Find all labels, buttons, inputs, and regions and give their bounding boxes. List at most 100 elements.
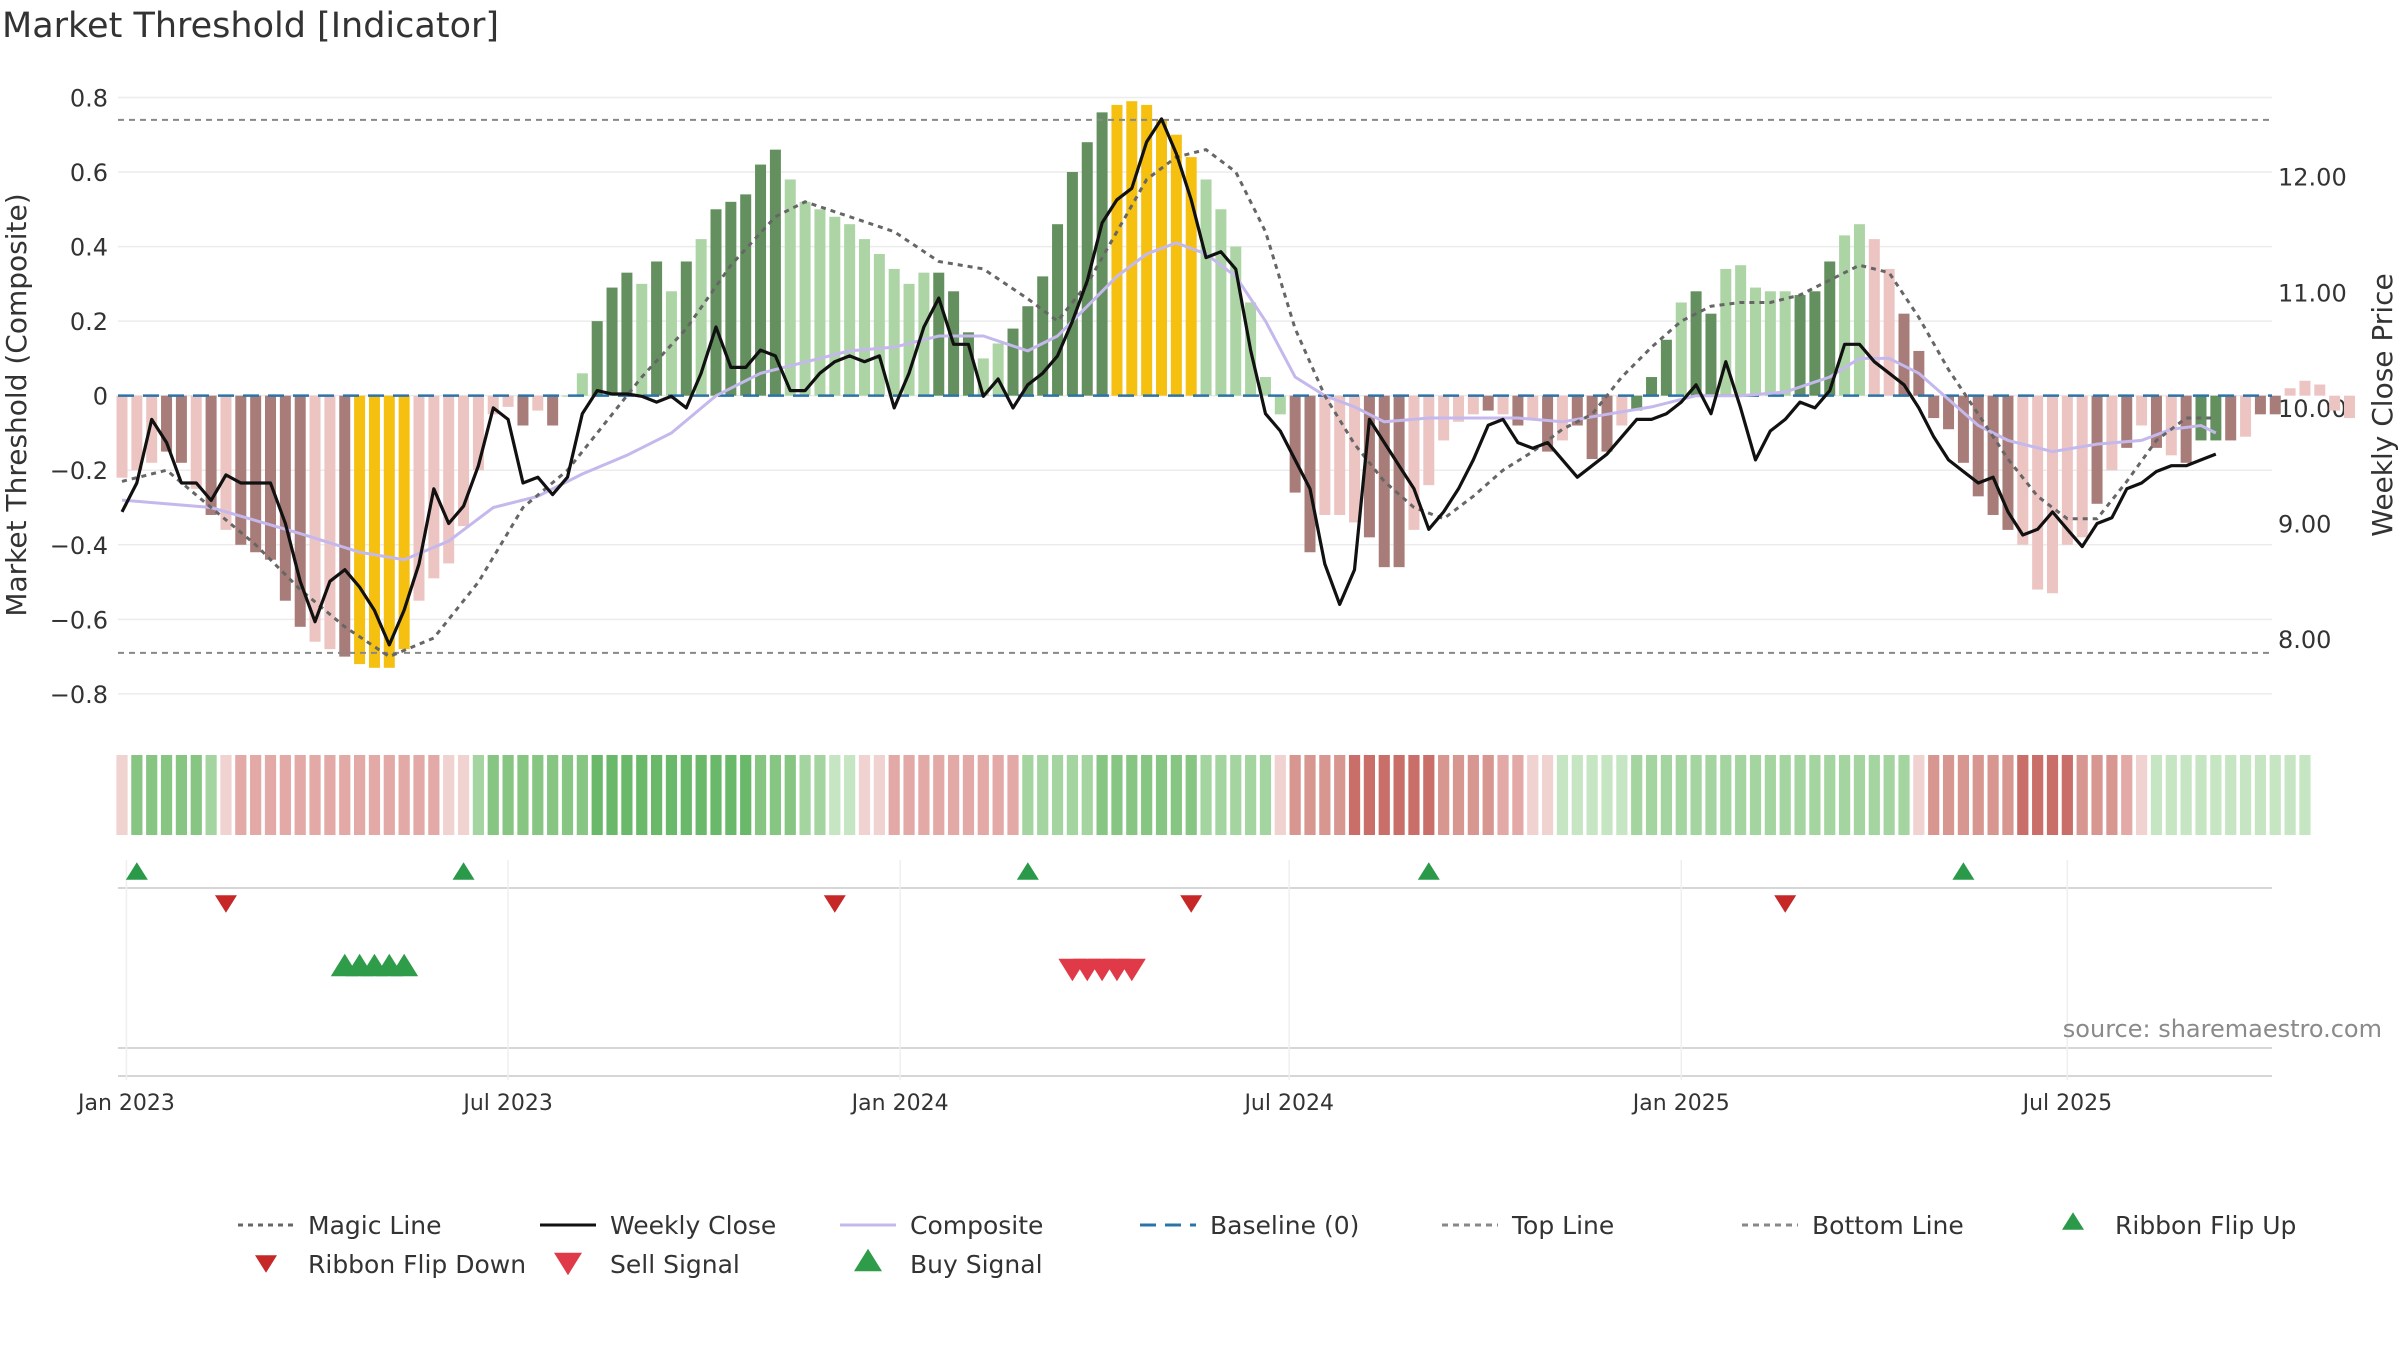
threshold-bar	[606, 287, 618, 396]
legend-swatch	[2062, 1212, 2084, 1230]
threshold-bar	[1289, 395, 1301, 493]
ribbon-cell	[1363, 755, 1375, 835]
threshold-bar	[888, 268, 900, 396]
threshold-bar	[1259, 377, 1271, 396]
ribbon-cell	[1690, 755, 1702, 835]
ribbon-cell	[1705, 755, 1717, 835]
source-note: source: sharemaestro.com	[2062, 1015, 2382, 1043]
threshold-bar	[665, 291, 677, 396]
threshold-bar	[769, 149, 781, 396]
ribbon-cell	[1289, 755, 1301, 835]
threshold-bar	[339, 395, 351, 657]
ribbon-cell	[487, 755, 499, 835]
threshold-bar	[324, 395, 336, 650]
ribbon-cell	[1245, 755, 1257, 835]
ribbon-cell	[695, 755, 707, 835]
threshold-bar	[1571, 395, 1583, 426]
threshold-bar	[1185, 157, 1197, 396]
threshold-bar	[2299, 380, 2311, 396]
threshold-bar	[1928, 395, 1940, 419]
ribbon-cell	[1601, 755, 1613, 835]
threshold-bar	[1720, 268, 1732, 396]
threshold-bar	[1601, 395, 1613, 452]
ribbon-cell	[1512, 755, 1524, 835]
ribbon-cell	[1334, 755, 1346, 835]
ribbon-cell	[1675, 755, 1687, 835]
threshold-bar	[220, 395, 232, 530]
ribbon-cell	[858, 755, 871, 835]
ribbon-cell	[1393, 755, 1405, 835]
threshold-bar	[1824, 261, 1836, 396]
ribbon-cell	[368, 755, 381, 835]
threshold-bar	[2284, 388, 2296, 396]
y-tick-label: 0.6	[70, 159, 108, 187]
threshold-bar	[1304, 395, 1316, 553]
legend-label: Bottom Line	[1812, 1211, 1964, 1240]
threshold-bar	[472, 395, 484, 471]
ribbon-cell	[888, 755, 900, 835]
y-tick-label: 0.8	[70, 84, 108, 112]
ribbon-cell	[725, 755, 737, 835]
threshold-bar	[190, 395, 202, 489]
legend-label: Buy Signal	[910, 1250, 1043, 1279]
threshold-bar	[591, 321, 603, 396]
ribbon-cell	[472, 755, 484, 835]
threshold-bar	[2240, 395, 2252, 437]
threshold-bar	[279, 395, 291, 601]
threshold-bar	[829, 216, 841, 396]
threshold-bar	[1052, 224, 1064, 396]
ribbon-cell	[2299, 755, 2311, 835]
ribbon-cell	[2150, 755, 2163, 835]
legend-label: Magic Line	[308, 1211, 442, 1240]
ribbon-cell	[1096, 755, 1108, 835]
ribbon-cell	[1824, 755, 1836, 835]
threshold-bar	[977, 358, 989, 396]
threshold-bar	[755, 164, 767, 396]
ribbon-cell	[2210, 755, 2222, 835]
threshold-bar	[175, 395, 187, 463]
x-tick-label: Jul 2024	[1242, 1091, 1334, 1116]
ribbon-cell	[1972, 755, 1984, 835]
y-tick-label: −0.6	[50, 606, 108, 634]
threshold-bar	[2091, 395, 2103, 504]
ribbon-cell	[2076, 755, 2088, 835]
ribbon-cell	[1853, 755, 1866, 835]
threshold-bar	[1319, 395, 1331, 515]
ribbon-cell	[1735, 755, 1747, 835]
ribbon-cell	[1051, 755, 1064, 835]
threshold-bar	[2106, 395, 2118, 471]
ribbon-cell	[844, 755, 856, 835]
legend-label: Ribbon Flip Down	[308, 1250, 526, 1279]
threshold-bar	[873, 254, 885, 396]
ribbon-cell	[146, 755, 158, 835]
ribbon-cell	[354, 755, 366, 835]
threshold-bar	[250, 395, 262, 553]
ribbon-cell	[1616, 755, 1628, 835]
threshold-bar	[398, 395, 410, 650]
threshold-bar	[2121, 395, 2133, 448]
legend-label: Composite	[910, 1211, 1043, 1240]
ribbon-cell	[576, 755, 588, 835]
threshold-bar	[784, 179, 796, 396]
threshold-bar	[799, 201, 811, 396]
threshold-bar	[2225, 395, 2237, 441]
threshold-bar	[1467, 395, 1479, 415]
ribbon-cell	[1631, 755, 1643, 835]
threshold-bar	[576, 373, 588, 396]
threshold-bar	[502, 395, 514, 407]
ribbon-cell	[799, 755, 811, 835]
threshold-bar	[1111, 104, 1123, 396]
ribbon-cell	[1868, 755, 1880, 835]
ribbon-cell	[1259, 755, 1272, 835]
threshold-bar	[1631, 395, 1643, 411]
ribbon-cell	[1111, 755, 1123, 835]
threshold-bar	[428, 395, 440, 579]
ribbon-cell	[1438, 755, 1450, 835]
ribbon-cell	[1423, 755, 1435, 835]
ribbon-cell	[561, 755, 574, 835]
ribbon-cell	[309, 755, 321, 835]
threshold-bar	[1943, 395, 1955, 430]
threshold-bar	[2002, 395, 2014, 530]
threshold-bar	[1363, 395, 1375, 538]
threshold-bar	[1156, 119, 1167, 396]
